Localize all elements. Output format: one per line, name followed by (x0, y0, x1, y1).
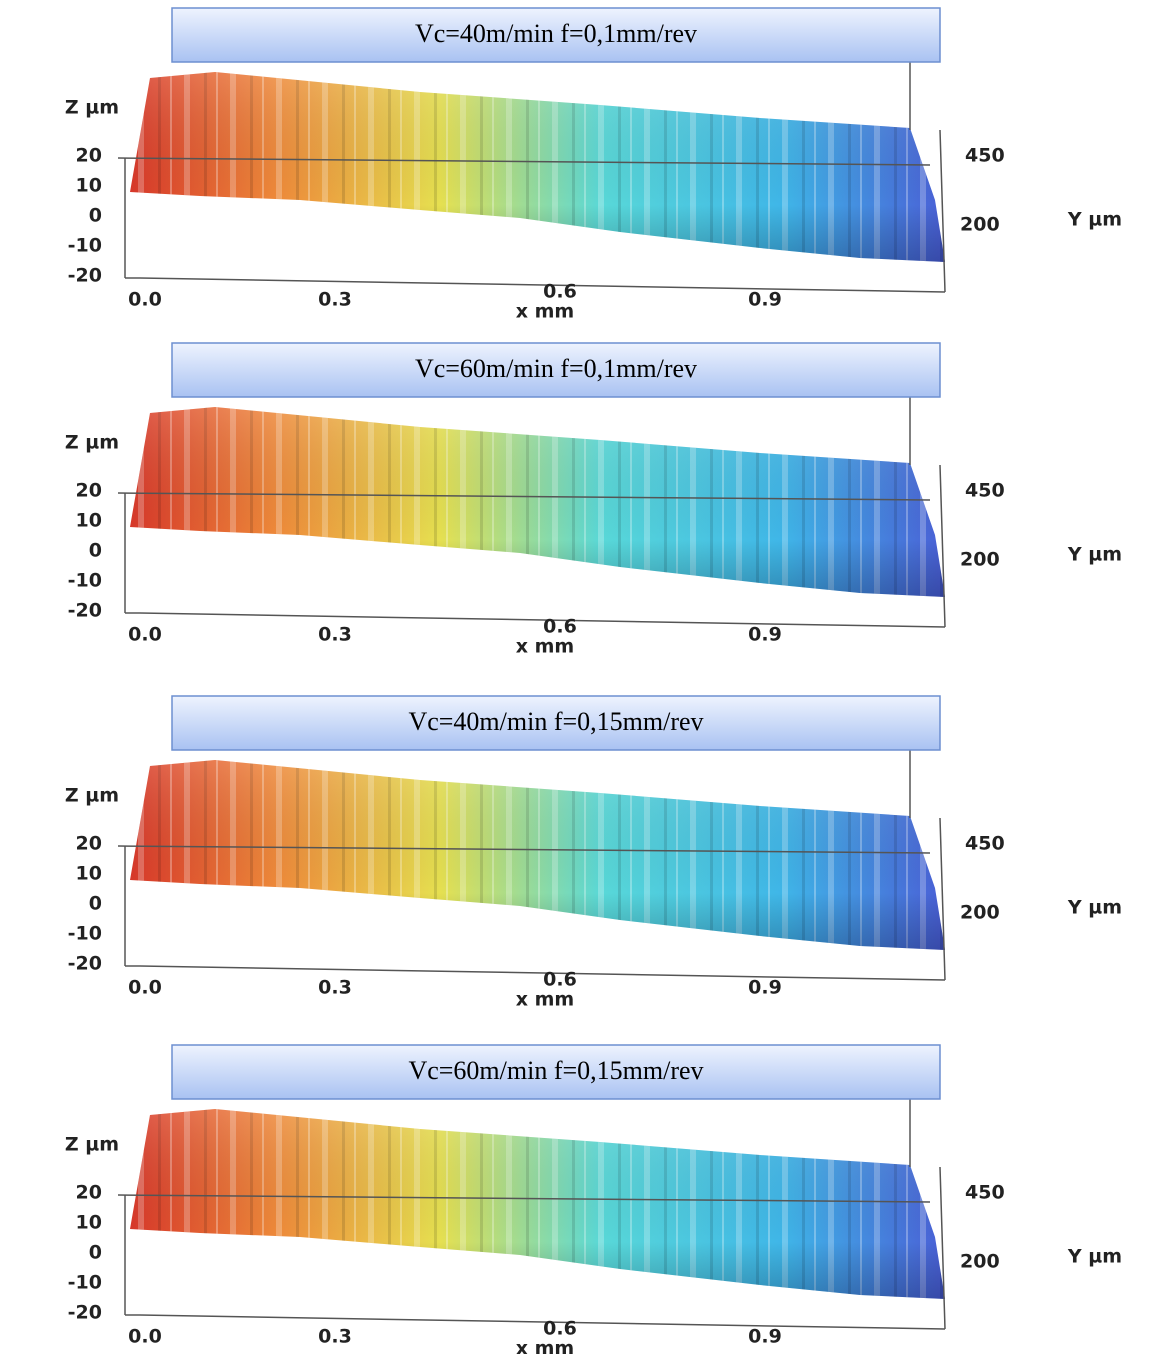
y-axis-label: Y µm (1067, 1246, 1122, 1268)
x-axis-label: x mm (516, 1338, 574, 1354)
z-axis-label: Z µm (65, 97, 119, 119)
x-tick-label: 0.6 (543, 616, 577, 638)
z-tick-label: 0 (89, 1242, 102, 1264)
surface-shade (130, 1109, 945, 1299)
axis-line (139, 277, 946, 293)
z-tick-label: -10 (68, 1272, 102, 1294)
z-tick-label: 20 (76, 480, 102, 502)
x-tick-label: 0.6 (543, 281, 577, 303)
x-tick-label: 0.9 (748, 1326, 782, 1348)
axis-line (117, 157, 931, 166)
x-tick-label: 0.0 (128, 1326, 162, 1348)
title-box (171, 342, 941, 398)
surface-shade (130, 407, 945, 597)
panel-title: Vc=40m/min f=0,1mm/rev (415, 19, 697, 48)
x-tick-label: 0.6 (543, 969, 577, 991)
panel-title: Vc=60m/min f=0,15mm/rev (408, 1056, 703, 1085)
axis-line (117, 1194, 931, 1203)
axis-line (939, 817, 946, 981)
axis-line (117, 845, 931, 854)
y-tick-label: 450 (965, 480, 1005, 502)
z-tick-label: 20 (76, 145, 102, 167)
x-tick-label: 0.9 (748, 977, 782, 999)
x-tick-label: 0.9 (748, 289, 782, 311)
y-axis-label: Y µm (1067, 544, 1122, 566)
z-tick-label: 10 (76, 1212, 102, 1234)
axis-line (939, 1166, 946, 1330)
z-axis-label: Z µm (65, 785, 119, 807)
z-axis-label: Z µm (65, 432, 119, 454)
title-box (171, 7, 941, 63)
y-axis-label: Y µm (1067, 209, 1122, 231)
x-axis-label: x mm (516, 301, 574, 323)
surface-shade (130, 72, 945, 262)
z-tick-label: 10 (76, 175, 102, 197)
z-tick-label: -10 (68, 570, 102, 592)
axis-line (939, 129, 946, 293)
z-tick-label: 10 (76, 863, 102, 885)
profile-panel: Vc=60m/min f=0,1mm/rev Z µm 20 10 0 -10 -20 0.0… (65, 342, 1122, 658)
title-box (171, 1044, 941, 1100)
x-tick-label: 0.3 (318, 624, 352, 646)
x-axis-label: x mm (516, 636, 574, 658)
z-tick-label: -20 (68, 953, 102, 975)
axis-line (139, 612, 946, 628)
y-tick-label: 200 (960, 549, 1000, 571)
x-axis-label: x mm (516, 989, 574, 1011)
z-tick-label: -20 (68, 265, 102, 287)
x-tick-label: 0.6 (543, 1318, 577, 1340)
z-axis-label: Z µm (65, 1134, 119, 1156)
z-tick-label: -10 (68, 923, 102, 945)
z-tick-label: 20 (76, 1182, 102, 1204)
z-tick-label: 0 (89, 540, 102, 562)
z-tick-label: 20 (76, 833, 102, 855)
y-axis-label: Y µm (1067, 897, 1122, 919)
profile-panel: Vc=40m/min f=0,1mm/rev Z µm 20 10 0 -10 -20 0.0… (65, 7, 1122, 323)
x-tick-label: 0.0 (128, 977, 162, 999)
axis-line (139, 1314, 946, 1330)
z-tick-label: -20 (68, 600, 102, 622)
z-tick-label: -20 (68, 1302, 102, 1324)
z-tick-label: -10 (68, 235, 102, 257)
panel-title: Vc=60m/min f=0,1mm/rev (415, 354, 697, 383)
y-tick-label: 450 (965, 1182, 1005, 1204)
x-tick-label: 0.3 (318, 289, 352, 311)
y-tick-label: 200 (960, 1251, 1000, 1273)
axis-line (139, 965, 946, 981)
profile-panel: Vc=60m/min f=0,15mm/rev Z µm 20 10 0 -10 -20 0.… (65, 1044, 1122, 1354)
y-tick-label: 450 (965, 833, 1005, 855)
z-tick-label: 0 (89, 205, 102, 227)
x-tick-label: 0.3 (318, 1326, 352, 1348)
y-tick-label: 200 (960, 902, 1000, 924)
surface-shade (130, 760, 945, 950)
title-box (171, 695, 941, 751)
y-tick-label: 200 (960, 214, 1000, 236)
axis-line (117, 492, 931, 501)
axis-line (939, 464, 946, 628)
x-tick-label: 0.3 (318, 977, 352, 999)
z-tick-label: 10 (76, 510, 102, 532)
z-tick-label: 0 (89, 893, 102, 915)
x-tick-label: 0.0 (128, 289, 162, 311)
x-tick-label: 0.9 (748, 624, 782, 646)
profile-panel: Vc=40m/min f=0,15mm/rev Z µm 20 10 0 -10 -20 0.… (65, 695, 1122, 1011)
x-tick-label: 0.0 (128, 624, 162, 646)
y-tick-label: 450 (965, 145, 1005, 167)
panel-title: Vc=40m/min f=0,15mm/rev (408, 707, 703, 736)
